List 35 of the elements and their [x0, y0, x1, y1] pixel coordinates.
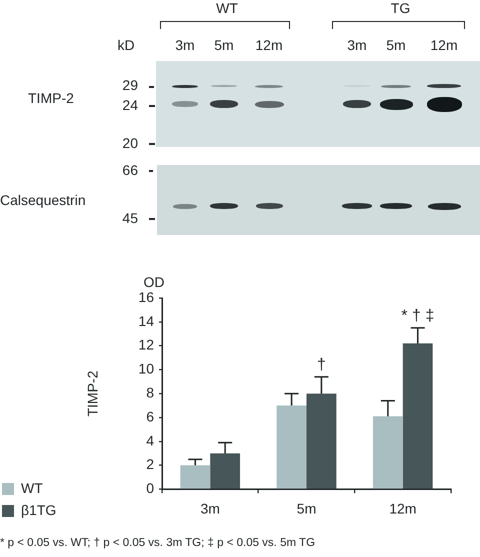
- y-tick-label: 8: [146, 384, 154, 400]
- legend-label: WT: [21, 480, 44, 496]
- category-label: 12m: [430, 36, 458, 54]
- legend-label: β1TG: [21, 502, 56, 518]
- text: Calsequestrin: [0, 192, 86, 208]
- category-label: 5m: [386, 36, 406, 54]
- y-axis-title: TIMP-2: [84, 370, 100, 417]
- y-tick-label: 12: [138, 336, 154, 353]
- text: 20: [122, 134, 138, 152]
- category-label: 3m: [175, 36, 195, 54]
- text: 24: [122, 96, 138, 114]
- category-label: 12m: [255, 36, 283, 54]
- x-tick-label: 12m: [389, 500, 416, 516]
- text: TIMP-2: [28, 90, 74, 106]
- text: kD: [117, 36, 135, 54]
- text: 66: [122, 162, 138, 178]
- y-tick-label: 2: [146, 456, 154, 472]
- y-tick-label: 6: [146, 408, 154, 424]
- category-label: 5m: [214, 36, 234, 54]
- annotation: * † ‡: [401, 307, 434, 324]
- y-tick-label: 10: [138, 360, 154, 377]
- text: OD: [144, 274, 164, 290]
- text: * p < 0.05 vs. WT; † p < 0.05 vs. 3m TG; ‡ p < 0.05 vs. 5m TG: [0, 537, 316, 549]
- x-tick-label: 3m: [200, 500, 220, 516]
- text: WT: [216, 0, 238, 16]
- category-label: 3m: [347, 36, 367, 54]
- x-tick-label: 5m: [296, 500, 316, 516]
- y-tick-label: 14: [138, 312, 154, 329]
- text: 29: [122, 76, 138, 94]
- y-tick-label: 0: [146, 480, 154, 496]
- y-tick-label: 16: [138, 288, 154, 305]
- text: TG: [390, 0, 410, 16]
- y-tick-label: 4: [146, 432, 154, 448]
- text: 45: [122, 210, 138, 226]
- annotation: †: [316, 356, 326, 374]
